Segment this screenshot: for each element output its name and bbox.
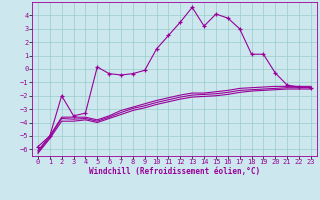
X-axis label: Windchill (Refroidissement éolien,°C): Windchill (Refroidissement éolien,°C): [89, 167, 260, 176]
